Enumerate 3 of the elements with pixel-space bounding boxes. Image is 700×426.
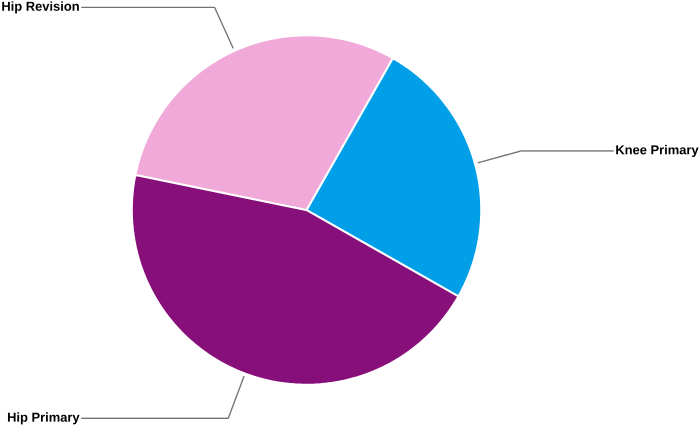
slice-label: Hip Primary: [8, 412, 80, 425]
slice-label: Hip Revision: [2, 1, 79, 14]
slice-label: Knee Primary: [616, 145, 699, 158]
